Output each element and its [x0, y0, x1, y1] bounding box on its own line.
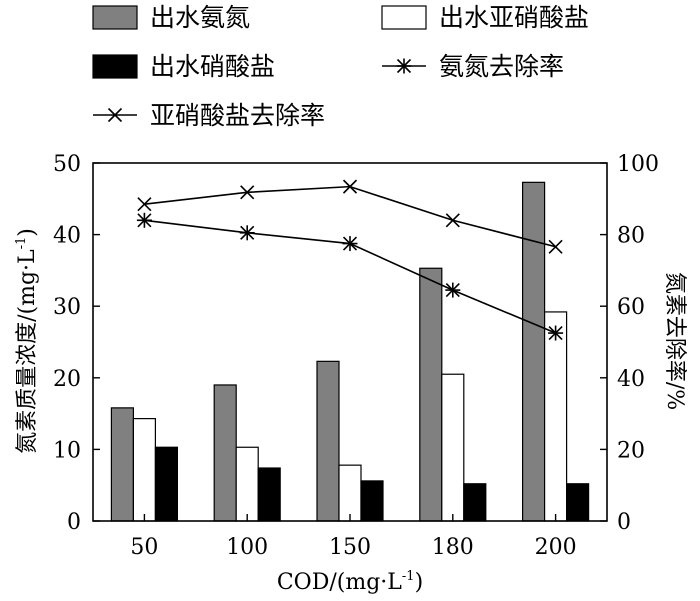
asterisk-marker	[136, 212, 152, 228]
legend-label: 氨氮去除率	[439, 52, 564, 81]
y-tick-label: 0	[67, 510, 81, 535]
asterisk-marker	[342, 236, 358, 252]
y-tick-label: 50	[53, 152, 81, 177]
line-layer	[136, 179, 564, 341]
x-tick-label: 180	[432, 535, 474, 560]
y2-tick-label: 60	[617, 295, 645, 320]
asterisk-marker	[239, 225, 255, 241]
y2-axis-label: 氮素去除率/%	[662, 272, 687, 410]
x-marker	[137, 197, 152, 212]
y2-tick-label: 80	[617, 224, 645, 249]
y-tick-label: 20	[53, 367, 81, 392]
legend-swatch	[92, 5, 138, 30]
bar	[235, 446, 259, 522]
legend-label: 出水硝酸盐	[150, 52, 275, 81]
marker-stroke	[107, 107, 123, 123]
legend-label: 出水亚硝酸盐	[439, 3, 589, 32]
x-marker	[445, 213, 460, 228]
x-tick-label: 100	[226, 535, 268, 560]
bar	[132, 418, 156, 522]
legend-swatch	[381, 5, 427, 30]
y2-tick-label: 100	[617, 152, 659, 177]
marker-stroke	[445, 213, 460, 228]
bar	[419, 267, 443, 522]
y-tick-label: 10	[53, 438, 81, 463]
tick-layer: 0 10 20 30 40 50 0 20 40 60 80 100 50 100 150 180 200	[53, 152, 659, 560]
bar	[213, 384, 237, 522]
y-tick-label: 40	[53, 224, 81, 249]
legend-label: 亚硝酸盐去除率	[150, 101, 325, 130]
bar	[463, 483, 487, 522]
asterisk-marker	[445, 282, 461, 298]
x-tick-label: 150	[329, 535, 371, 560]
marker-stroke	[342, 179, 358, 194]
y2-tick-label: 0	[617, 510, 631, 535]
legend-item: 氨氮去除率	[382, 52, 564, 81]
legend-item: 出水硝酸盐	[92, 52, 275, 81]
bar	[441, 373, 465, 522]
x-tick-label: 50	[130, 535, 158, 560]
legend-item: 亚硝酸盐去除率	[93, 101, 325, 130]
asterisk-marker	[548, 325, 564, 341]
marker-stroke	[548, 239, 563, 254]
x-marker	[240, 185, 255, 200]
y2-tick-label: 40	[617, 367, 645, 392]
x-marker	[107, 107, 123, 123]
x-marker	[342, 179, 358, 194]
y-tick-label: 30	[53, 295, 81, 320]
y2-tick-label: 20	[617, 438, 645, 463]
bar	[154, 446, 178, 522]
legend-item: 出水氨氮	[92, 3, 250, 32]
y-axis-label: 氮素质量浓度/(mg·L-1)	[14, 228, 40, 454]
bar	[257, 467, 281, 522]
x-axis-label: COD/(mg·L-1)	[277, 569, 423, 595]
legend-label: 出水氨氮	[150, 3, 250, 32]
bar	[110, 407, 135, 522]
marker-stroke	[240, 185, 255, 200]
asterisk-marker	[396, 58, 412, 74]
marker-stroke	[137, 197, 152, 212]
legend-swatch	[92, 54, 138, 79]
bar	[521, 181, 546, 522]
bar-layer	[110, 181, 590, 522]
x-tick-label: 200	[535, 535, 577, 560]
bar	[543, 311, 568, 522]
bar	[565, 483, 590, 522]
bar	[360, 480, 384, 522]
x-marker	[548, 239, 563, 254]
bar	[338, 464, 362, 522]
bar	[316, 360, 340, 522]
legend-item: 出水亚硝酸盐	[381, 3, 589, 32]
